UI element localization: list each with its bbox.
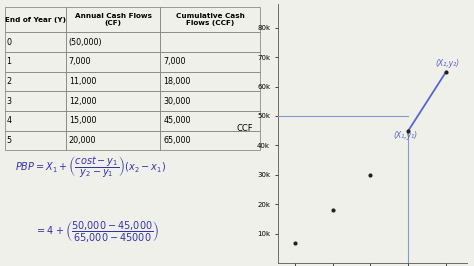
- Text: (X₁,y₁): (X₁,y₁): [394, 131, 418, 140]
- Point: [404, 128, 412, 133]
- Text: CCF: CCF: [236, 124, 253, 133]
- Text: $PBP = X_1 + \left(\dfrac{cost - y_1}{y_2 - y_1}\right)(x_2 - x_1)$: $PBP = X_1 + \left(\dfrac{cost - y_1}{y_…: [15, 155, 166, 180]
- Text: $= 4 + \left(\dfrac{50{,}000 - 45{,}000}{65{,}000 - 45000}\right)$: $= 4 + \left(\dfrac{50{,}000 - 45{,}000}…: [36, 220, 160, 245]
- Point: [291, 240, 299, 245]
- Point: [367, 173, 374, 177]
- Point: [329, 208, 337, 213]
- Text: (X₂,y₂): (X₂,y₂): [436, 59, 460, 68]
- Point: [442, 70, 450, 74]
